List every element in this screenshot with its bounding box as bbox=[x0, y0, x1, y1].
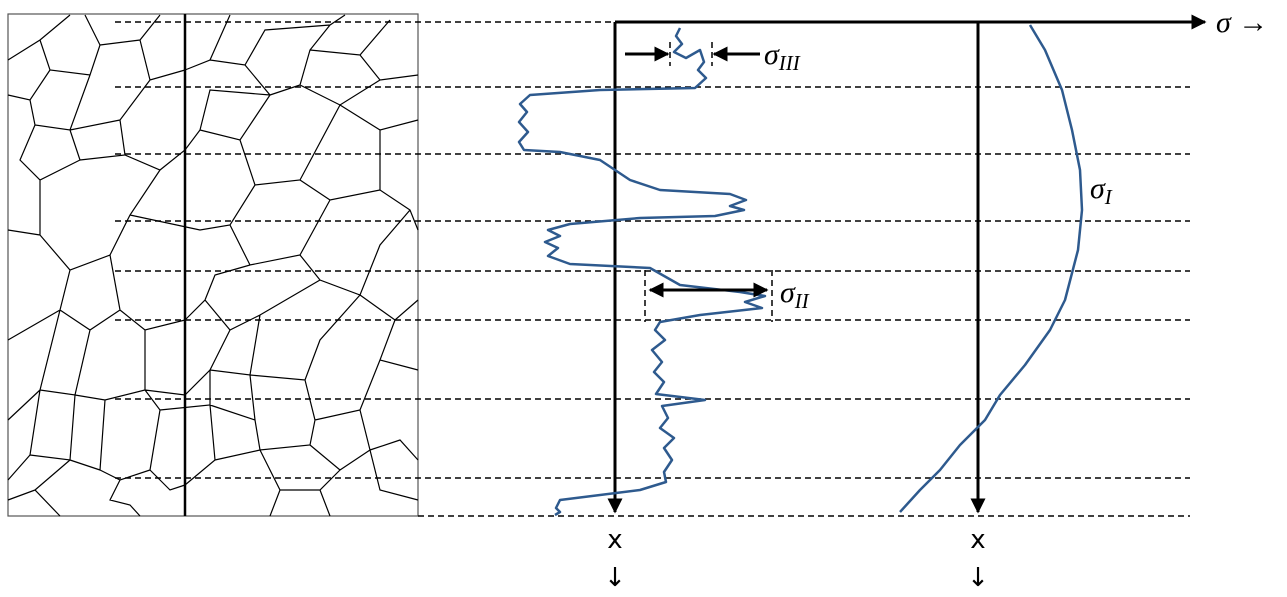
grain-structure bbox=[8, 14, 418, 516]
depth-label: x bbox=[607, 525, 622, 555]
stress-axis-label: σ → bbox=[1216, 6, 1268, 39]
sigma-iii-label: σIII bbox=[764, 38, 801, 75]
depth-label: x bbox=[970, 525, 985, 555]
sigma-ii-label: σII bbox=[780, 276, 810, 313]
depth-arrow: ↓ bbox=[604, 563, 626, 593]
axes bbox=[615, 22, 1205, 512]
diagram: σ → σIII σII σI x ↓ x ↓ bbox=[0, 0, 1287, 597]
sigma-i-label: σI bbox=[1090, 172, 1113, 209]
stress-profile-macro bbox=[900, 25, 1082, 512]
depth-arrow: ↓ bbox=[967, 563, 989, 593]
